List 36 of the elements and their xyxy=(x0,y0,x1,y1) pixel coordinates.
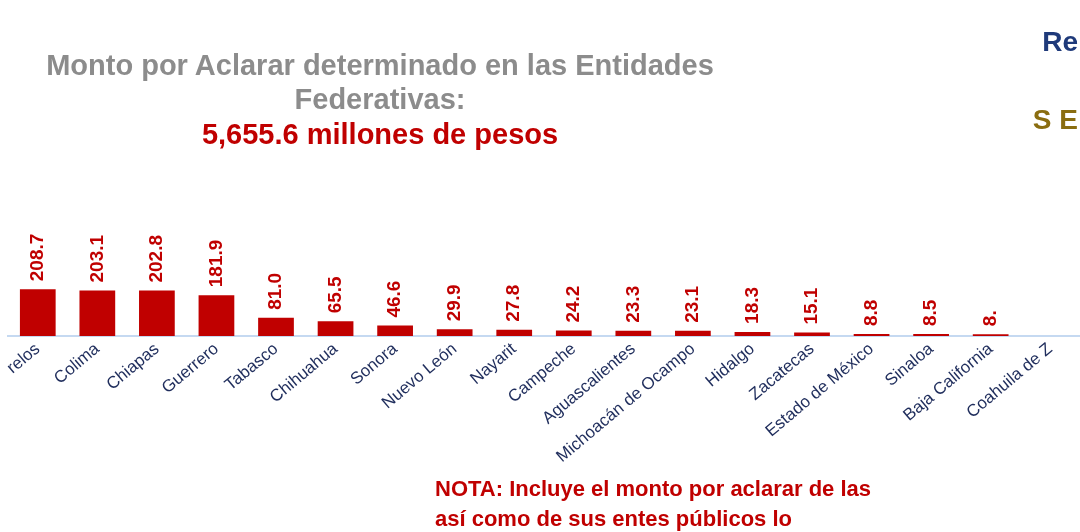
data-label: 202.8 xyxy=(145,234,167,283)
data-label: 15.1 xyxy=(800,287,822,325)
bar xyxy=(19,289,56,336)
data-label: 81.0 xyxy=(264,272,286,310)
text: S E xyxy=(1032,104,1078,136)
data-label: 24.2 xyxy=(562,285,584,323)
text: Re xyxy=(1042,26,1078,58)
data-label: 8. xyxy=(978,310,1000,327)
bar xyxy=(436,329,473,336)
data-label: 46.6 xyxy=(383,280,405,318)
bar xyxy=(496,329,533,336)
data-label: 27.8 xyxy=(502,284,524,322)
data-label: 208.7 xyxy=(26,233,48,282)
x-tick-label: relos xyxy=(2,338,44,378)
chart-subtitle: 5,655.6 millones de pesos xyxy=(200,118,560,151)
data-label: 18.3 xyxy=(740,286,762,324)
data-label: 181.9 xyxy=(204,239,226,288)
bar xyxy=(377,325,413,336)
data-label: 29.9 xyxy=(442,284,464,322)
data-label: 8.5 xyxy=(919,299,941,327)
bar xyxy=(555,330,592,336)
text: NOTA: Incluye el monto por aclarar de las así como de sus entes públicos lo xyxy=(435,475,872,532)
bar xyxy=(615,330,652,336)
data-label: 65.5 xyxy=(323,275,345,314)
bar xyxy=(139,290,175,336)
data-label: 203.1 xyxy=(85,234,107,283)
bar xyxy=(258,317,294,336)
chart-title: Monto por Aclarar determinado en las Entidades Federativas: xyxy=(45,48,715,116)
data-label: 8.8 xyxy=(859,299,881,327)
bar xyxy=(734,331,771,336)
data-label: 23.3 xyxy=(621,285,643,323)
data-label: 23.1 xyxy=(681,285,703,323)
bar xyxy=(675,330,711,336)
bar xyxy=(317,321,354,336)
bar xyxy=(79,290,116,336)
bar xyxy=(198,295,235,336)
